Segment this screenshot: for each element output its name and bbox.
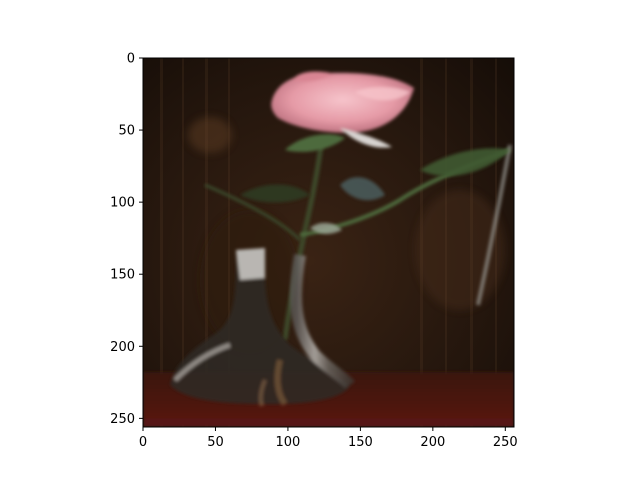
x-tick-label: 150	[348, 435, 373, 450]
x-tick-label: 0	[139, 435, 147, 450]
y-axis: 0 50 100 150 200 250	[110, 52, 143, 427]
x-tick-label: 100	[276, 435, 301, 450]
y-tick-label: 50	[118, 124, 135, 139]
x-tick-label: 250	[493, 435, 518, 450]
y-tick-label: 0	[127, 52, 135, 67]
heatmap-image	[143, 58, 514, 427]
y-tick-label: 250	[110, 412, 135, 427]
x-tick-label: 50	[207, 435, 224, 450]
x-tick-label: 200	[420, 435, 445, 450]
y-tick-label: 200	[110, 340, 135, 355]
y-tick-label: 150	[110, 268, 135, 283]
y-tick-label: 100	[110, 196, 135, 211]
x-axis: 0 50 100 150 200 250	[139, 427, 518, 450]
axes-frame	[142, 57, 515, 428]
